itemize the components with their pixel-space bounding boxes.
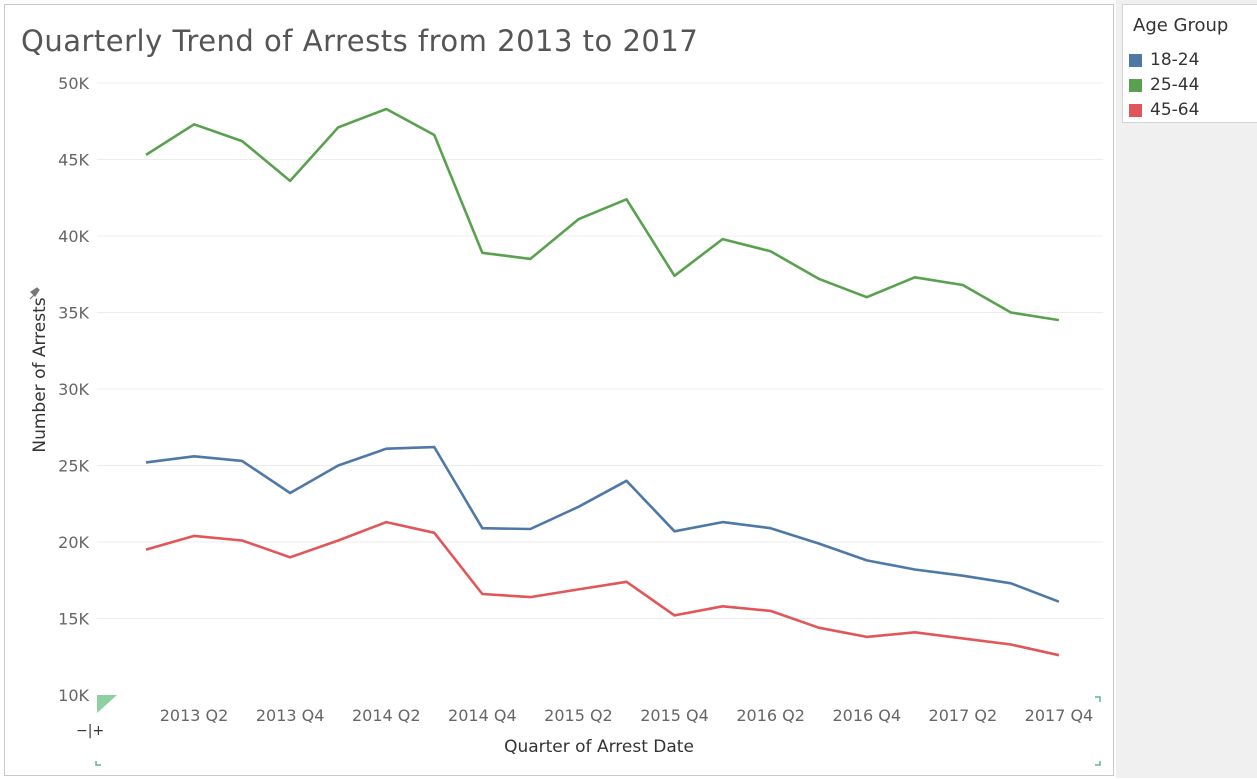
legend-label: 25-44 — [1150, 75, 1200, 95]
y-tick-label: 10K — [58, 686, 89, 705]
y-tick-label: 50K — [58, 74, 89, 93]
series-line-18-24[interactable] — [145, 445, 1060, 603]
legend-title: Age Group — [1133, 15, 1229, 36]
x-tick-label: 2015 Q2 — [544, 706, 613, 725]
x-tick-label: 2013 Q2 — [160, 706, 229, 725]
x-axis-label: Quarter of Arrest Date — [504, 737, 694, 757]
legend-swatch — [1129, 103, 1142, 117]
legend-item[interactable]: 18-24 — [1129, 49, 1199, 71]
corner-marker-right-top — [1095, 696, 1101, 702]
zoom-toggle-button[interactable]: −|+ — [76, 723, 104, 739]
series-lines — [145, 107, 1060, 657]
legend-label: 45-64 — [1150, 100, 1200, 120]
x-tick-label: 2017 Q2 — [929, 706, 998, 725]
line-chart: Quarterly Trend of Arrests from 2013 to … — [21, 24, 1103, 766]
y-tick-label: 35K — [58, 304, 89, 323]
y-tick-label: 20K — [58, 533, 89, 552]
x-tick-label: 2015 Q4 — [640, 706, 709, 725]
corner-marker-bottom-left — [95, 761, 101, 766]
y-axis-tick-labels: 10K 15K 20K 25K 30K 35K 40K 45K 50K — [58, 74, 89, 705]
x-tick-label: 2016 Q4 — [832, 706, 901, 725]
x-axis-tick-labels: 2013 Q2 2013 Q4 2014 Q2 2014 Q4 2015 Q2 2015 … — [160, 706, 1093, 725]
pin-icon[interactable] — [29, 287, 40, 300]
gridlines — [97, 82, 1103, 619]
chart-view: Quarterly Trend of Arrests from 2013 to … — [4, 4, 1114, 776]
legend: Age Group 18-24 25-44 45-64 — [1122, 4, 1257, 123]
x-tick-label: 2016 Q2 — [736, 706, 805, 725]
x-tick-label: 2014 Q2 — [352, 706, 421, 725]
axis-corner-hatch-icon — [97, 695, 117, 713]
x-tick-label: 2017 Q4 — [1025, 706, 1094, 725]
side-panel-background — [1116, 0, 1257, 778]
y-tick-label: 45K — [58, 151, 89, 170]
legend-swatch — [1129, 78, 1142, 92]
y-tick-label: 25K — [58, 457, 89, 476]
y-tick-label: 15K — [58, 610, 89, 629]
legend-item[interactable]: 25-44 — [1129, 74, 1199, 96]
series-line-45-64[interactable] — [145, 520, 1060, 657]
x-tick-label: 2013 Q4 — [256, 706, 325, 725]
legend-item[interactable]: 45-64 — [1129, 99, 1199, 121]
corner-marker-bottom-right — [1095, 761, 1101, 766]
legend-label: 18-24 — [1150, 50, 1200, 70]
x-tick-label: 2014 Q4 — [448, 706, 517, 725]
series-line-25-44[interactable] — [145, 107, 1060, 322]
y-tick-label: 30K — [58, 380, 89, 399]
legend-swatch — [1129, 53, 1142, 67]
y-axis-label: Number of Arrests — [30, 297, 50, 452]
y-tick-label: 40K — [58, 227, 89, 246]
chart-title: Quarterly Trend of Arrests from 2013 to … — [21, 24, 698, 58]
